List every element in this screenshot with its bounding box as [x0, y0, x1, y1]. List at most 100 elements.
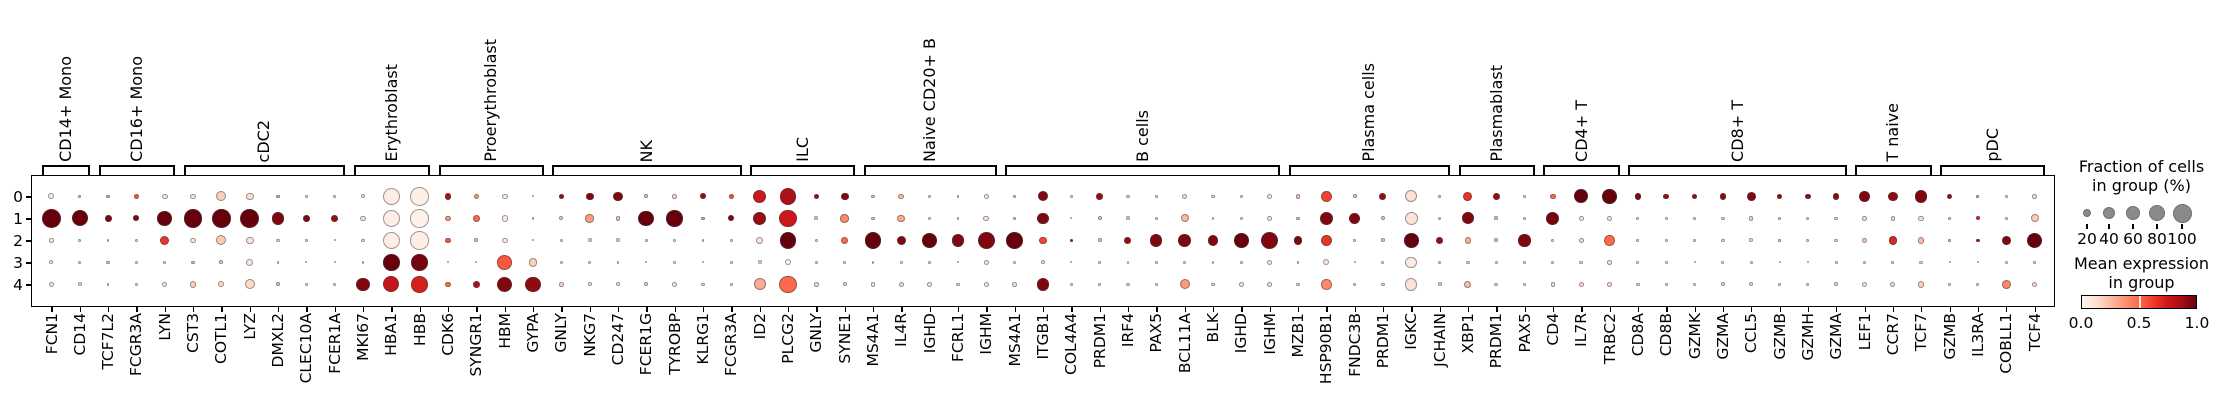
y-tick — [25, 218, 31, 220]
x-tick — [1297, 307, 1300, 312]
gene-label-TCF7L2: TCF7L2 — [99, 313, 118, 370]
expression-dot — [382, 231, 401, 250]
gene-label-GYPA: GYPA — [524, 313, 543, 353]
expression-dot — [1097, 238, 1102, 243]
expression-dot — [1261, 231, 1279, 249]
size-legend-value: 100 — [2167, 230, 2197, 248]
colorbar — [2081, 295, 2197, 309]
gene-label-FCGR3A: FCGR3A — [722, 313, 741, 376]
group-label-pDC: pDC — [1982, 128, 2002, 162]
x-tick — [618, 307, 620, 312]
gene-label-MS4A1: MS4A1 — [864, 313, 883, 367]
expression-dot — [814, 282, 819, 287]
expression-dot — [333, 239, 336, 242]
expression-dot — [1917, 237, 1925, 244]
expression-dot — [1776, 193, 1783, 200]
expression-dot — [1266, 281, 1273, 288]
expression-dot — [1948, 216, 1951, 220]
expression-dot — [1862, 281, 1867, 287]
expression-dot — [638, 210, 655, 227]
expression-dot — [729, 238, 734, 243]
x-tick — [1751, 307, 1753, 312]
x-tick — [108, 307, 110, 312]
expression-dot — [501, 215, 508, 222]
x-tick — [1326, 307, 1328, 312]
expression-dot — [559, 282, 564, 287]
expression-dot — [1918, 281, 1925, 288]
x-tick — [1666, 307, 1668, 312]
x-tick — [1496, 307, 1498, 312]
expression-dot — [1182, 193, 1188, 199]
gene-label-GZMA: GZMA — [1827, 313, 1846, 360]
expression-dot — [49, 238, 54, 243]
size-legend-tick — [2181, 224, 2183, 229]
gene-label-LYZ: LYZ — [240, 313, 259, 340]
expression-dot — [2032, 281, 2037, 287]
expression-dot — [983, 193, 989, 200]
expression-dot — [1887, 191, 1898, 202]
gene-label-MKI67: MKI67 — [354, 313, 373, 361]
expression-dot — [2004, 216, 2008, 220]
group-bracket — [1005, 165, 1281, 175]
expression-dot — [871, 194, 875, 199]
expression-dot — [1606, 281, 1613, 288]
expression-dot — [1693, 282, 1696, 286]
expression-dot — [951, 234, 965, 247]
expression-dot — [1154, 194, 1158, 199]
expression-dot — [1976, 261, 1979, 264]
expression-dot — [106, 238, 110, 242]
expression-dot — [1664, 260, 1668, 264]
gene-label-ITGB1: ITGB1 — [1034, 313, 1053, 360]
expression-dot — [1492, 192, 1500, 200]
expression-dot — [382, 209, 400, 228]
expression-dot — [1693, 261, 1696, 264]
gene-label-BLK: BLK — [1204, 313, 1223, 343]
expression-dot — [559, 260, 564, 265]
expression-dot — [1834, 260, 1838, 264]
expression-dot — [1494, 238, 1499, 243]
expression-dot — [1664, 282, 1668, 286]
size-legend-tick — [2132, 224, 2134, 229]
gene-label-CST3: CST3 — [184, 313, 203, 353]
x-tick — [1637, 307, 1640, 312]
gene-label-IGHD: IGHD — [920, 313, 939, 354]
expression-dot — [1607, 215, 1612, 221]
gene-label-IL7R: IL7R — [1572, 313, 1591, 347]
expression-dot — [1039, 236, 1047, 244]
expression-dot — [1013, 260, 1017, 264]
expression-dot — [1806, 216, 1810, 220]
x-tick — [1864, 307, 1866, 312]
expression-dot — [1126, 260, 1130, 264]
expression-dot — [559, 238, 564, 243]
x-tick — [986, 307, 988, 312]
x-tick — [1467, 307, 1470, 312]
gene-label-NKG7: NKG7 — [580, 313, 599, 357]
x-tick — [759, 307, 761, 312]
x-tick — [391, 307, 393, 312]
expression-dot — [1691, 193, 1698, 200]
gene-label-SYNE1: SYNE1 — [835, 313, 854, 364]
expression-dot — [1778, 282, 1781, 286]
group-label-CD14-Mono: CD14+ Mono — [56, 56, 76, 162]
expression-dot — [587, 282, 592, 287]
expression-dot — [1405, 256, 1417, 269]
gene-label-PRDM1: PRDM1 — [1374, 313, 1392, 369]
expression-dot — [1405, 278, 1418, 291]
expression-dot — [78, 238, 82, 242]
expression-dot — [756, 236, 764, 244]
expression-dot — [244, 279, 255, 290]
expression-dot — [1239, 194, 1243, 199]
x-tick — [1836, 307, 1838, 312]
expression-dot — [814, 238, 819, 243]
expression-dot — [928, 260, 932, 264]
expression-dot — [922, 232, 938, 248]
expression-dot — [1012, 282, 1017, 287]
expression-dot — [78, 260, 82, 264]
expression-dot — [1037, 212, 1049, 225]
expression-dot — [1522, 216, 1527, 221]
expression-dot — [525, 276, 541, 292]
expression-dot — [558, 193, 564, 199]
gene-label-CD14: CD14 — [70, 313, 89, 356]
expression-dot — [1211, 282, 1215, 287]
x-tick — [1014, 307, 1016, 312]
